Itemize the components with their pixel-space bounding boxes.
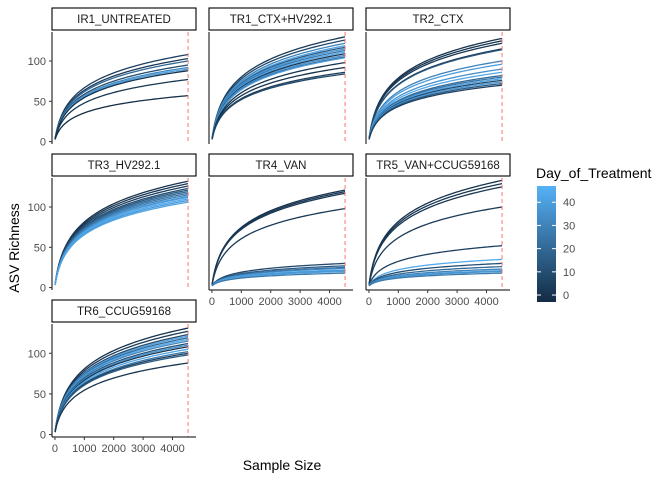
panel-strip [51,7,197,31]
curve-line [54,78,189,140]
x-tick-label: 1000 [386,296,410,308]
x-tick-label: 3000 [445,296,469,308]
x-tick-label: 2000 [258,296,282,308]
curve-line [54,362,189,433]
curve-line [368,63,503,140]
panel-title: TR1_CTX+HV292.1 [230,14,333,26]
x-tick-label: 4000 [317,296,341,308]
curve-line [368,84,503,140]
curve-line [211,66,346,140]
panel-tr2-ctx: TR2_CTX [365,7,511,144]
x-tick-label: 2000 [101,443,125,455]
curve-line [368,272,503,287]
panel-ir1-untreated: IR1_UNTREATED 0 50 100 [28,7,197,149]
panel-tr5-van-ccug59168: TR5_VAN+CCUG59168 0 1000 2000 3000 4000 [365,153,511,308]
curve-line [211,73,346,140]
y-axis-title: ASV Richness [6,203,22,292]
panel-strip [365,7,511,31]
panel-title: TR6_CCUG59168 [77,306,171,318]
x-tick-label: 4000 [160,443,184,455]
y-tick-label: 0 [40,137,46,149]
x-tick-label: 3000 [288,296,312,308]
panel-title: TR5_VAN+CCUG59168 [376,160,499,172]
panel-strip [208,153,354,177]
x-tick-label: 0 [52,443,58,455]
curve-line [211,207,346,286]
curve-line [368,258,503,286]
y-tick-label: 100 [28,348,46,360]
legend-tick-label: 20 [563,244,575,256]
curve-line [211,57,346,140]
panel-strip [365,153,511,177]
legend-title: Day_of_Treatment [536,165,652,181]
panel-strip [51,153,197,177]
curve-line [211,262,346,287]
curve-line [211,272,346,287]
x-tick-label: 0 [366,296,372,308]
curve-line [54,201,189,286]
legend-tick-label: 40 [563,197,575,209]
curve-line [54,70,189,140]
x-tick-label: 2000 [415,296,439,308]
x-tick-label: 1000 [229,296,253,308]
curve-line [368,262,503,287]
legend-tick-label: 30 [563,220,575,232]
curve-line [54,354,189,433]
y-tick-label: 50 [34,96,46,108]
curve-line [368,245,503,286]
x-tick-label: 4000 [474,296,498,308]
legend-tick-label: 0 [563,290,569,302]
panel-title: TR4_VAN [256,160,307,172]
panel-strip [208,7,354,31]
y-tick-label: 100 [28,202,46,214]
curve-line [368,42,503,139]
panel-tr3-hv292-1: TR3_HV292.1 0 50 100 [28,153,197,295]
panel-title: IR1_UNTREATED [77,14,171,26]
legend: Day_of_Treatment 0 10 20 30 40 [536,165,652,302]
y-tick-label: 50 [34,389,46,401]
curve-line [211,192,346,286]
panel-tr4-van: TR4_VAN 0 1000 2000 3000 4000 [208,153,354,308]
x-axis-title: Sample Size [243,457,322,473]
legend-tick-label: 10 [563,267,575,279]
curve-line [368,265,503,287]
curve-line [368,206,503,286]
panel-tr1-ctx-hv292-1: TR1_CTX+HV292.1 [208,7,354,144]
curve-line [211,61,346,140]
curve-line [54,95,189,140]
panel-title: TR3_HV292.1 [88,160,161,172]
x-tick-label: 3000 [131,443,155,455]
legend-colorbar [537,186,556,302]
x-tick-label: 0 [209,296,215,308]
y-tick-label: 0 [40,430,46,442]
curve-line [368,186,503,285]
curve-line [368,49,503,140]
panel-strip [51,299,197,323]
panel-title: TR2_CTX [412,14,463,26]
y-tick-label: 0 [40,283,46,295]
y-tick-label: 100 [28,56,46,68]
y-tick-label: 50 [34,242,46,254]
x-tick-label: 1000 [72,443,96,455]
